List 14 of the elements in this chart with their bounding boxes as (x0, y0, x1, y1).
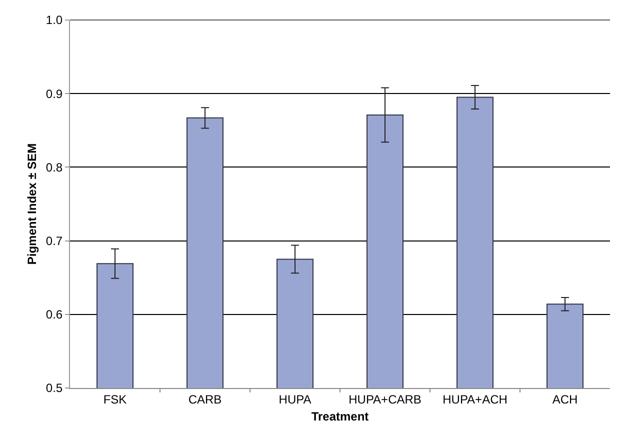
y-tick-label: 0.8 (46, 160, 63, 174)
x-axis-title: Treatment (311, 409, 369, 424)
y-axis-title: Pigment Index ± SEM (25, 143, 39, 265)
y-tick-label: 0.5 (46, 381, 63, 396)
x-tick-label: CARB (188, 392, 222, 406)
y-tick-label: 0.7 (46, 234, 63, 248)
y-tick-label: 1.0 (46, 13, 63, 28)
x-tick-label: ACH (552, 392, 578, 406)
y-tick-label: 0.9 (46, 86, 63, 101)
x-tick-label: HUPA+CARB (348, 392, 422, 406)
x-tick-label: HUPA+ACH (442, 392, 508, 406)
x-tick-label: HUPA (278, 392, 312, 406)
x-tick-label: FSK (103, 392, 127, 406)
y-tick-label: 0.6 (46, 308, 63, 322)
